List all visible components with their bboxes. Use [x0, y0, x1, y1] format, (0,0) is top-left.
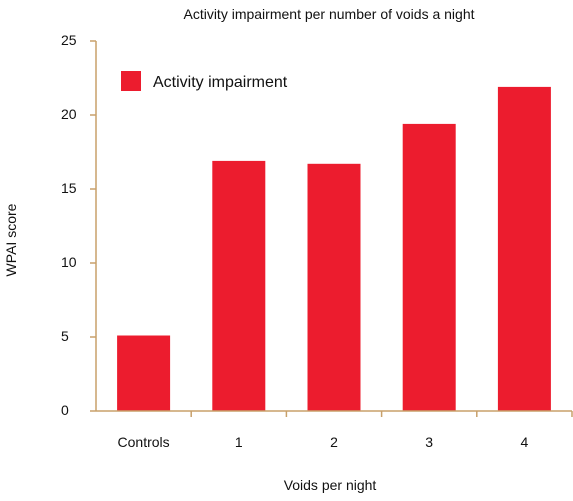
bar-2 — [307, 163, 361, 411]
x-tick-label: Controls — [118, 434, 170, 450]
x-tick-label: 1 — [235, 434, 243, 450]
x-tick-label: 4 — [521, 434, 529, 450]
x-axis-label: Voids per night — [284, 477, 377, 493]
tick-labels-group: 0 5 10 15 20 25 Controls 1 2 3 4 — [61, 32, 529, 450]
x-tick-label: 2 — [330, 434, 338, 450]
y-tick-label: 15 — [61, 180, 77, 196]
legend-label: Activity impairment — [153, 74, 288, 91]
y-axis-label: WPAI score — [3, 203, 19, 276]
axes-group — [90, 40, 573, 417]
x-tick-label: 3 — [425, 434, 433, 450]
bar-controls — [117, 335, 171, 411]
legend-swatch — [121, 71, 141, 91]
y-tick-label: 25 — [61, 32, 77, 48]
bar-4 — [497, 86, 551, 412]
y-tick-label: 20 — [61, 106, 77, 122]
y-tick-label: 10 — [61, 254, 77, 270]
bar-1 — [212, 160, 266, 411]
y-tick-label: 0 — [61, 402, 69, 418]
y-tick-label: 5 — [61, 328, 69, 344]
bar-3 — [402, 123, 456, 412]
legend: Activity impairment — [121, 71, 288, 91]
chart-title: Activity impairment per number of voids … — [183, 6, 474, 22]
bars-group — [117, 86, 551, 412]
